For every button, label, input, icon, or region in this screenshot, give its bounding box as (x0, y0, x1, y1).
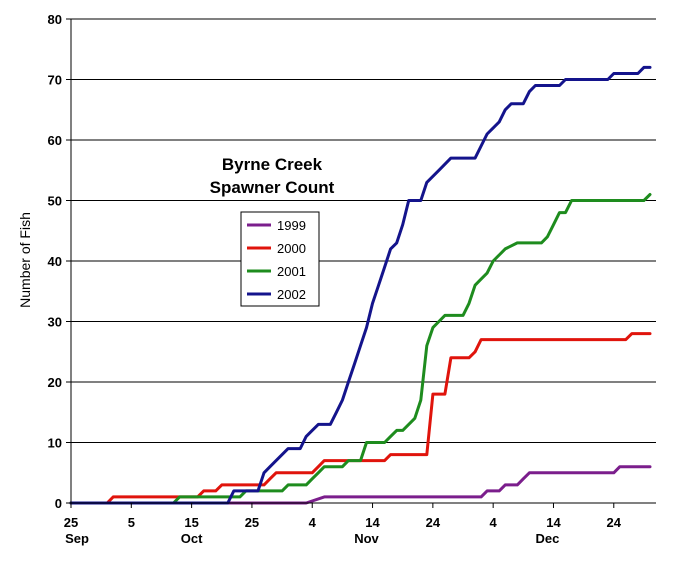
x-month-label-sep: Sep (65, 531, 89, 546)
x-month-label-oct: Oct (181, 531, 203, 546)
y-tick-label-10: 10 (48, 436, 62, 451)
x-tick-label-30: 25 (245, 515, 259, 530)
x-tick-labels: 25 5 15 25 4 14 24 4 14 24 Sep Oct Nov Dec (64, 515, 622, 546)
x-tick-label-20: 15 (184, 515, 198, 530)
x-tick-label-0: 25 (64, 515, 78, 530)
y-tick-label-0: 0 (55, 496, 62, 511)
series-line-2001 (69, 193, 652, 505)
y-tick-label-70: 70 (48, 73, 62, 88)
chart-title-line-1: Byrne Creek (222, 155, 323, 174)
y-tick-label-30: 30 (48, 315, 62, 330)
x-tick-label-90: 24 (607, 515, 622, 530)
x-tick-label-40: 4 (309, 515, 317, 530)
series-line-2000 (69, 332, 652, 505)
x-tick-label-50: 14 (365, 515, 380, 530)
x-month-label-dec: Dec (536, 531, 560, 546)
legend-label-2000: 2000 (277, 241, 306, 256)
y-axis-title: Number of Fish (17, 212, 33, 308)
series-lines (69, 65, 652, 505)
x-tick-label-70: 4 (490, 515, 498, 530)
x-month-label-nov: Nov (354, 531, 379, 546)
legend-label-2002: 2002 (277, 287, 306, 302)
axes (66, 18, 656, 508)
y-tick-labels: 0 10 20 30 40 50 60 70 80 (48, 12, 62, 511)
y-tick-label-40: 40 (48, 254, 62, 269)
y-tick-label-50: 50 (48, 194, 62, 209)
gridlines (71, 18, 656, 443)
chart-title-line-2: Spawner Count (210, 178, 335, 197)
x-tick-label-60: 24 (426, 515, 441, 530)
series-line-2002 (69, 65, 652, 505)
legend: 1999 2000 2001 2002 (240, 211, 320, 307)
y-tick-label-80: 80 (48, 12, 62, 27)
y-tick-label-20: 20 (48, 375, 62, 390)
legend-label-1999: 1999 (277, 218, 306, 233)
x-tick-label-10: 5 (128, 515, 135, 530)
series-line-1999 (69, 465, 652, 505)
y-tick-label-60: 60 (48, 133, 62, 148)
legend-box (240, 211, 320, 307)
legend-label-2001: 2001 (277, 264, 306, 279)
x-tick-label-80: 14 (546, 515, 561, 530)
